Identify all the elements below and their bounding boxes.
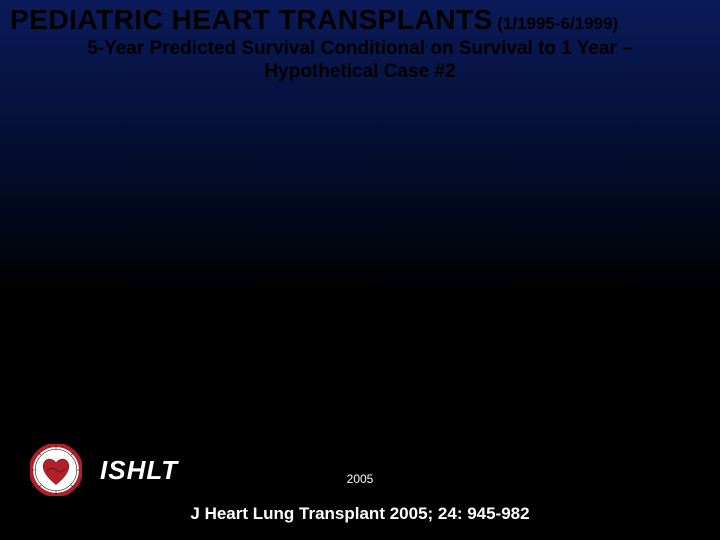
subtitle-line1: 5-Year Predicted Survival Conditional on… — [12, 38, 708, 61]
logo-block: ISHLT — [30, 444, 178, 496]
year-label: 2005 — [0, 472, 720, 486]
title-main: PEDIATRIC HEART TRANSPLANTS — [10, 4, 493, 35]
subtitle-line2: Hypothetical Case #2 — [12, 61, 708, 84]
citation: J Heart Lung Transplant 2005; 24: 945-98… — [0, 504, 720, 524]
slide-container: PEDIATRIC HEART TRANSPLANTS (1/1995-6/19… — [0, 0, 720, 540]
subtitle: 5-Year Predicted Survival Conditional on… — [0, 36, 720, 84]
title-row: PEDIATRIC HEART TRANSPLANTS (1/1995-6/19… — [0, 0, 720, 36]
title-date-range: (1/1995-6/1999) — [497, 14, 618, 33]
ishlt-logo-icon — [30, 444, 82, 496]
